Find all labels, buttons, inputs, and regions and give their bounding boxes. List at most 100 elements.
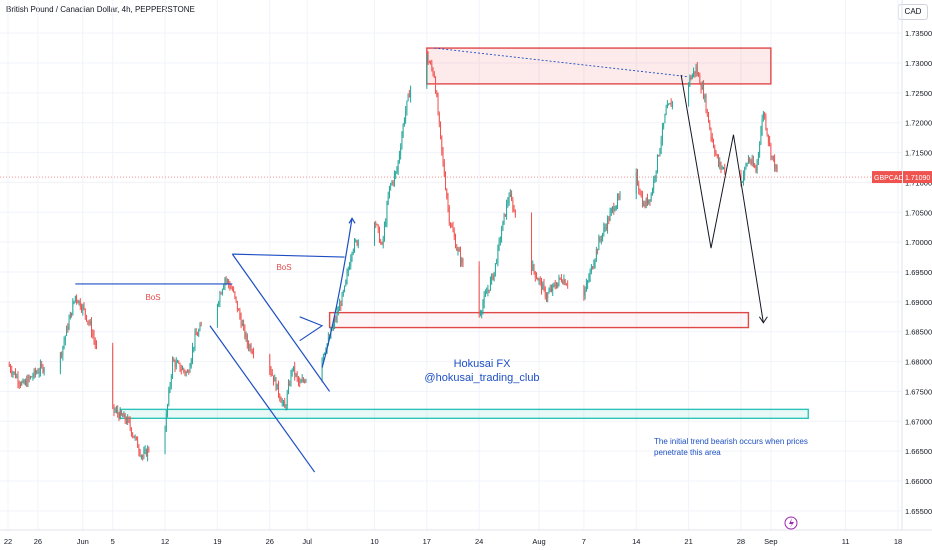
candle (755, 167, 757, 172)
candle (187, 371, 188, 373)
candle (720, 162, 722, 168)
candle (660, 140, 662, 149)
candle (397, 160, 399, 171)
candle (480, 313, 481, 315)
candle (225, 278, 227, 281)
y-tick-label: 1.73500 (905, 29, 932, 38)
x-tick-label: 12 (161, 537, 169, 546)
candle (142, 455, 144, 458)
candle (36, 372, 38, 374)
candle (647, 198, 648, 204)
candle (81, 307, 82, 311)
candle (511, 194, 512, 201)
candle (635, 172, 637, 194)
candle (79, 300, 81, 308)
candle (494, 263, 496, 272)
candle (407, 94, 409, 101)
candle (600, 239, 602, 241)
candle (652, 189, 653, 195)
x-tick-label: 24 (475, 537, 483, 546)
candle (597, 249, 598, 251)
candle (653, 179, 655, 190)
candle (286, 392, 288, 406)
candle (395, 171, 397, 175)
candle (346, 272, 348, 281)
candle (431, 63, 433, 69)
candle (236, 300, 238, 310)
candle (542, 283, 544, 290)
wedge-line (299, 316, 324, 342)
demand-zone (328, 311, 750, 329)
candle (701, 85, 703, 90)
candle (31, 376, 33, 378)
candle (406, 100, 408, 112)
price-axis: 1.73500 1.73000 1.72500 1.72000 1.71500 1.710… (872, 0, 932, 530)
x-tick-label: Jun (77, 537, 89, 546)
candle (705, 95, 707, 112)
candle (385, 222, 387, 226)
candle (289, 383, 291, 385)
candle (584, 290, 586, 296)
candle (351, 252, 353, 259)
candle (506, 203, 507, 217)
candle (486, 292, 488, 294)
candle (509, 194, 511, 197)
candle (321, 358, 323, 380)
y-tick-label: 1.65500 (905, 507, 932, 516)
y-tick-label: 1.70500 (905, 208, 932, 217)
candle (387, 196, 389, 205)
candle (723, 167, 724, 169)
candle (290, 371, 292, 385)
candle (604, 227, 606, 229)
candle (759, 144, 761, 153)
note-line-2: penetrate this area (654, 448, 721, 457)
candle (671, 101, 673, 107)
candle (139, 451, 141, 456)
candle (648, 199, 650, 204)
candle (436, 92, 438, 97)
y-tick-label: 1.68500 (905, 328, 932, 337)
candle (77, 300, 79, 304)
candle (226, 280, 228, 282)
candle (336, 311, 338, 320)
candle (590, 266, 592, 272)
candle (131, 428, 132, 435)
candle (32, 376, 34, 378)
y-tick-label: 1.66000 (905, 477, 932, 486)
candle (298, 377, 299, 382)
candle (341, 293, 343, 306)
candle (564, 279, 566, 285)
y-tick-label: 1.72000 (905, 119, 932, 128)
candle (553, 284, 555, 286)
candle (197, 335, 198, 337)
candle (71, 312, 72, 315)
candle (243, 323, 244, 326)
bos-label-left: BoS (145, 293, 160, 302)
candle (460, 251, 461, 263)
projection-path (680, 74, 764, 323)
candle (543, 283, 545, 288)
candle (513, 209, 515, 211)
candle (193, 346, 195, 349)
candle (235, 296, 237, 301)
candle (241, 323, 243, 326)
candle (324, 352, 325, 355)
candle (433, 74, 435, 78)
candle (389, 185, 390, 197)
candle (37, 372, 39, 374)
candle (92, 334, 94, 336)
candle (87, 320, 89, 322)
candle (178, 362, 180, 364)
candle (613, 206, 615, 211)
candle (274, 377, 276, 382)
candle (223, 285, 225, 290)
candle (614, 209, 616, 211)
candle (16, 376, 18, 378)
candle (83, 305, 85, 309)
candle (339, 303, 340, 311)
candle (491, 274, 493, 280)
candle (754, 165, 756, 168)
candle (691, 75, 693, 79)
candle (710, 128, 712, 137)
